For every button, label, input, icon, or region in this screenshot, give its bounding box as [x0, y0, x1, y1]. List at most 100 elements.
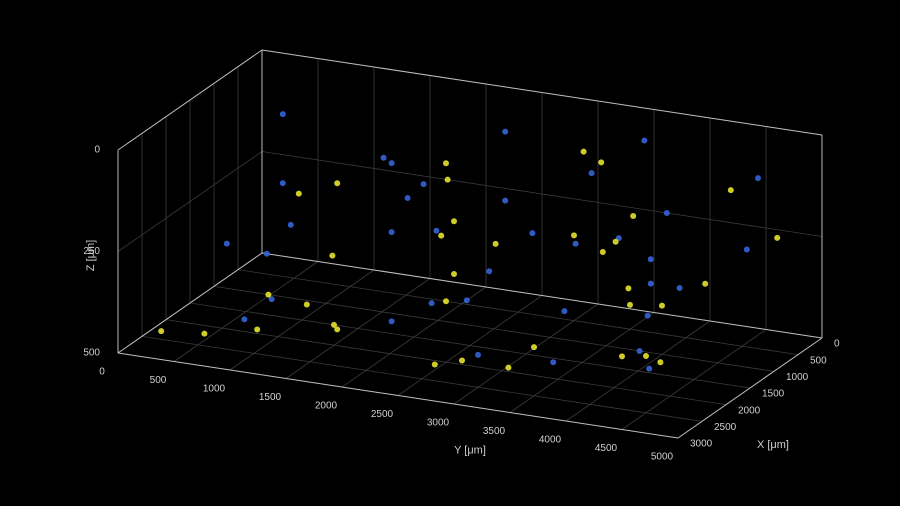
- data-point: [279, 180, 286, 187]
- data-point: [451, 218, 457, 225]
- z-axis-label: Z [μm]: [85, 240, 97, 271]
- y-tick-label: 4000: [539, 435, 562, 446]
- data-point: [588, 170, 595, 177]
- data-point: [431, 361, 438, 368]
- data-point: [451, 271, 457, 278]
- data-point: [388, 318, 395, 325]
- data-point: [241, 316, 248, 323]
- data-point: [329, 252, 336, 259]
- box-edge: [117, 49, 263, 151]
- data-point: [502, 128, 509, 135]
- data-point: [659, 302, 665, 309]
- data-point: [223, 240, 230, 247]
- data-point: [287, 221, 294, 228]
- z-tick-label: 0: [94, 145, 100, 156]
- data-point: [201, 330, 208, 337]
- y-tick-label: 1500: [259, 392, 282, 403]
- data-point: [561, 308, 568, 315]
- y-tick-label: 3500: [483, 426, 506, 437]
- data-point: [550, 359, 557, 366]
- grid-line: [117, 151, 263, 252]
- data-point: [676, 285, 683, 291]
- data-point: [404, 194, 411, 201]
- data-point: [265, 291, 272, 298]
- x-tick-label: 2500: [714, 422, 737, 433]
- data-point: [727, 187, 734, 194]
- x-tick-label: 500: [810, 355, 827, 366]
- data-point: [619, 353, 625, 360]
- data-point: [303, 301, 310, 308]
- data-point: [599, 248, 606, 255]
- grid-line: [237, 269, 799, 356]
- data-point: [580, 148, 587, 155]
- data-point: [268, 296, 275, 303]
- data-point: [743, 246, 750, 253]
- data-point: [502, 197, 509, 204]
- data-point: [571, 232, 577, 239]
- y-tick-label: 500: [150, 375, 167, 386]
- x-tick-label: 2000: [738, 405, 761, 416]
- data-point: [646, 365, 653, 372]
- data-point: [644, 312, 651, 319]
- y-tick-label: 3000: [427, 418, 450, 429]
- x-tick-label: 1500: [762, 389, 785, 400]
- data-point: [388, 229, 395, 236]
- data-point: [444, 176, 451, 183]
- data-point: [295, 190, 302, 197]
- box-edge: [261, 49, 823, 136]
- data-point: [428, 300, 435, 307]
- x-axis-label: X [μm]: [757, 439, 789, 451]
- y-tick-label: 0: [99, 367, 105, 378]
- data-point: [279, 111, 286, 118]
- data-point: [657, 359, 664, 366]
- data-point: [702, 280, 709, 287]
- data-point: [459, 357, 465, 364]
- data-point: [612, 238, 619, 245]
- data-point: [755, 175, 761, 182]
- data-point: [433, 227, 440, 234]
- data-point: [531, 344, 537, 351]
- data-point: [774, 234, 781, 241]
- box-edge: [117, 352, 679, 439]
- data-point: [641, 137, 648, 144]
- data-point: [388, 160, 395, 167]
- data-point: [263, 250, 270, 257]
- grid-line: [261, 151, 823, 237]
- data-point: [627, 301, 633, 308]
- data-point: [492, 240, 499, 247]
- data-point: [647, 256, 654, 263]
- data-point: [463, 297, 470, 304]
- y-tick-label: 2500: [371, 409, 394, 420]
- data-point: [475, 351, 481, 358]
- data-point: [572, 240, 579, 247]
- x-tick-label: 0: [834, 339, 840, 350]
- data-point: [420, 181, 427, 188]
- x-tick-label: 3000: [690, 439, 713, 450]
- box-edge: [261, 252, 823, 339]
- y-axis-label: Y [μm]: [454, 444, 486, 456]
- box-edge: [677, 337, 823, 439]
- data-point: [647, 280, 654, 287]
- data-point: [486, 268, 493, 275]
- y-tick-label: 5000: [651, 452, 674, 463]
- grid-line: [189, 302, 751, 389]
- data-point: [254, 326, 261, 333]
- data-point: [643, 352, 649, 359]
- box-edge: [117, 252, 263, 354]
- data-point: [334, 326, 341, 333]
- data-point: [636, 347, 643, 354]
- data-point: [438, 232, 445, 239]
- y-tick-label: 1000: [203, 384, 226, 395]
- data-point: [625, 285, 632, 292]
- x-tick-label: 1000: [786, 372, 809, 383]
- data-point: [158, 328, 165, 335]
- data-point: [443, 160, 449, 167]
- data-point: [334, 180, 341, 187]
- data-point: [331, 321, 337, 328]
- data-point: [505, 364, 512, 371]
- z-tick-label: 500: [83, 348, 100, 359]
- data-point: [630, 212, 637, 219]
